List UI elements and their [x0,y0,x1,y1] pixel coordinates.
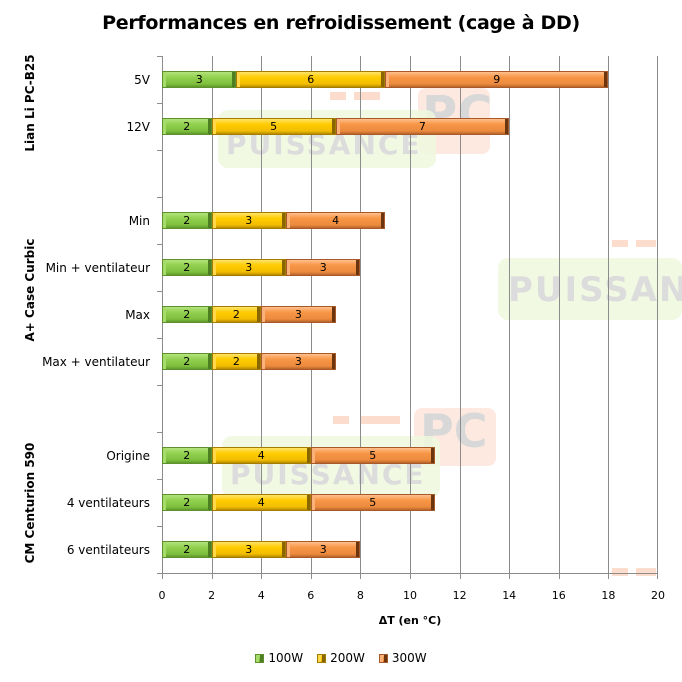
bar-min-vent-100w: 2 [162,259,212,276]
x-tick-label: 20 [651,589,665,602]
bar-12v-300w: 7 [335,118,510,135]
bar-4vent-200w: 4 [211,494,311,511]
x-tick-label: 18 [601,589,616,602]
bar-max-vent-100w: 2 [162,353,212,370]
category-label: Max + ventilateur [42,355,150,369]
bar-max-300w: 3 [261,306,336,323]
x-tick-label: 10 [403,589,417,602]
group-label-lian-li: Lian Li PC-B25 [23,54,37,152]
legend-label: 200W [330,651,365,665]
legend-swatch-orange [378,653,388,663]
legend-item-100w: 100W [255,651,303,665]
bar-max-200w: 2 [211,306,262,323]
chart-title: Performances en refroidissement (cage à … [102,12,580,34]
legend-swatch-green [255,653,265,663]
bar-4vent-100w: 2 [162,494,212,511]
bar-min-200w: 3 [211,212,286,229]
category-label: 4 ventilateurs [66,496,150,510]
bar-12v-100w: 2 [162,118,212,135]
bar-max-vent-200w: 2 [211,353,262,370]
bar-origine-200w: 4 [211,447,311,464]
category-label: 5V [134,73,150,87]
category-label: Min [128,214,150,228]
group-label-cm-centurion: CM Centurion 590 [23,442,37,564]
x-tick-label: 16 [551,589,566,602]
group-label-a-case-curbic: A+ Case Curbic [23,238,37,342]
x-tick-label: 4 [257,589,265,602]
x-tick-label: 14 [502,589,517,602]
bar-6vent-200w: 3 [211,541,286,558]
x-tick-label: 2 [208,589,216,602]
bar-5v-100w: 3 [162,71,237,88]
bar-max-100w: 2 [162,306,212,323]
bar-5v-300w: 9 [385,71,609,88]
x-tick-label: 12 [452,589,467,602]
x-tick-label: 0 [158,589,166,602]
bar-6vent-100w: 2 [162,541,212,558]
legend-label: 300W [391,651,427,665]
bar-min-vent-300w: 3 [286,259,361,276]
x-tick-label: 6 [307,589,315,602]
legend-item-300w: 300W [378,651,427,665]
legend-swatch-yellow [317,653,327,663]
bar-min-vent-200w: 3 [211,259,286,276]
category-label: 6 ventilateurs [66,543,150,557]
category-label: Origine [106,449,150,463]
bar-5v-200w: 6 [236,71,386,88]
bar-4vent-300w: 5 [310,494,435,511]
category-label: Min + ventilateur [45,261,150,275]
legend-label: 100W [268,651,304,665]
category-label: 12V [126,120,150,134]
x-axis [162,573,658,574]
bar-12v-200w: 5 [211,118,336,135]
bar-origine-100w: 2 [162,447,212,464]
x-tick-label: 8 [356,589,364,602]
legend: 100W 200W 300W [0,651,682,665]
legend-item-200w: 200W [317,651,365,665]
bar-origine-300w: 5 [310,447,435,464]
category-label: Max [125,308,150,322]
bar-max-vent-300w: 3 [261,353,336,370]
bar-min-300w: 4 [286,212,386,229]
bar-min-100w: 2 [162,212,212,229]
x-axis-title: ΔT (en °C) [378,614,442,627]
bar-6vent-300w: 3 [286,541,361,558]
